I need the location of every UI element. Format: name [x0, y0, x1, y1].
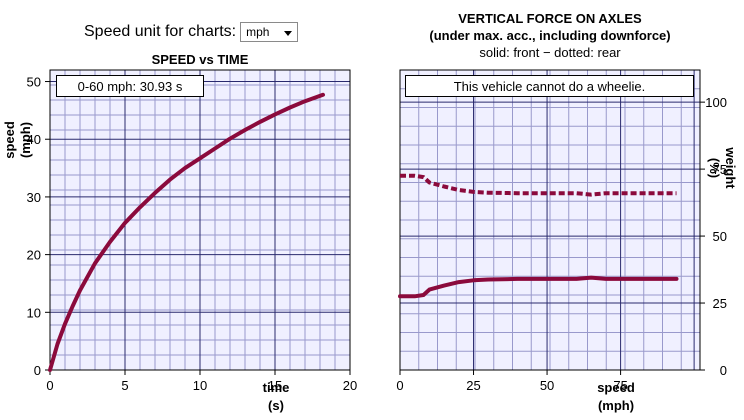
force-chart-ylabel: weight: [723, 146, 738, 189]
force-chart-series-rear-line: [400, 173, 677, 197]
force-chart-plot: 0 25 50 75 0 25 50 75 100: [396, 69, 727, 393]
speed-chart-y-tick-label: 50: [27, 75, 41, 90]
force-chart-plot-border: [399, 69, 701, 371]
speed-unit-select[interactable]: mph: [240, 22, 299, 42]
speed-chart-ylabel: speed: [2, 121, 17, 159]
speed-chart-x-tick-label: 5: [121, 378, 128, 393]
speed-chart-y-tick-label: 10: [27, 305, 41, 320]
force-chart-x-tick-label: 25: [466, 378, 480, 393]
zero-to-sixty-annotation: 0-60 mph: 30.93 s: [56, 75, 204, 97]
force-chart-subtitle: solid: front − dotted: rear: [479, 45, 621, 60]
force-chart-xlabel: speed: [597, 380, 635, 395]
speed-chart-x-tick-label: 20: [343, 378, 357, 393]
force-chart-title: VERTICAL FORCE ON AXLES: [458, 11, 642, 26]
force-chart-y-tick-label: 25: [713, 296, 727, 311]
force-chart-y-tick-label: 0: [720, 363, 727, 378]
speed-chart-xlabel-unit: (s): [268, 398, 284, 413]
speed-chart-series-0-line: [48, 92, 325, 372]
speed-chart-y-tick-label: 0: [34, 363, 41, 378]
force-chart-y-tick-label: 50: [713, 229, 727, 244]
force-chart-x-tick-label: 50: [540, 378, 554, 393]
wheelie-annotation: This vehicle cannot do a wheelie.: [405, 75, 694, 97]
force-chart-ylabel-unit: (%): [707, 158, 722, 178]
speed-chart-y-tick-label: 30: [27, 190, 41, 205]
force-chart-x-tick-label: 75: [613, 378, 627, 393]
speed-chart-xlabel: time: [263, 380, 290, 395]
speed-chart-ylabel-unit: (mph): [18, 122, 33, 158]
speed-unit-label: Speed unit for charts:: [84, 23, 237, 40]
speed-chart-y-tick-label: 20: [27, 248, 41, 263]
force-chart-xlabel-unit: (mph): [598, 398, 634, 413]
force-chart-y-tick-label: 100: [705, 95, 727, 110]
speed-unit-selected-value: mph: [246, 25, 270, 39]
force-chart-series-front-line: [398, 275, 679, 299]
speed-chart-x-tick-label: 10: [193, 378, 207, 393]
speed-chart-plot: 0 5 10 15 20 0 10 20 30 40 50: [27, 69, 357, 393]
force-chart-title-line2: (under max. acc., including downforce): [429, 28, 671, 43]
speed-chart-x-tick-label: 0: [46, 378, 53, 393]
speed-unit-row: Speed unit for charts: mph: [84, 20, 299, 44]
dropdown-arrow-icon: [284, 31, 293, 36]
force-chart-x-tick-label: 0: [396, 378, 403, 393]
speed-chart-title: SPEED vs TIME: [151, 52, 249, 67]
speed-chart-x-tick-label: 15: [268, 378, 282, 393]
force-chart-y-tick-label: 75: [713, 162, 727, 177]
speed-chart-y-tick-label: 40: [27, 132, 41, 147]
